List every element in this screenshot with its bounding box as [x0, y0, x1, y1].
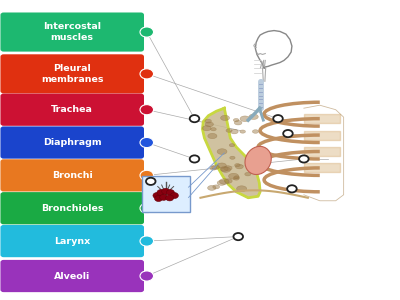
Circle shape	[140, 236, 154, 246]
Circle shape	[190, 155, 199, 163]
Text: Intercostal
muscles: Intercostal muscles	[43, 22, 101, 42]
Circle shape	[140, 27, 154, 37]
Ellipse shape	[217, 180, 226, 185]
Circle shape	[157, 190, 165, 196]
Circle shape	[283, 130, 293, 137]
Circle shape	[166, 190, 174, 196]
Circle shape	[140, 105, 154, 115]
Polygon shape	[202, 108, 260, 198]
Text: Larynx: Larynx	[54, 237, 90, 246]
FancyBboxPatch shape	[0, 192, 144, 224]
Ellipse shape	[208, 134, 217, 139]
FancyBboxPatch shape	[0, 94, 144, 126]
Circle shape	[162, 188, 170, 194]
Text: Alveoli: Alveoli	[54, 272, 90, 280]
Circle shape	[190, 115, 199, 122]
Ellipse shape	[230, 156, 235, 159]
Ellipse shape	[228, 173, 239, 179]
Ellipse shape	[240, 130, 246, 133]
Text: Diaphragm: Diaphragm	[43, 138, 102, 147]
FancyBboxPatch shape	[0, 13, 144, 52]
FancyBboxPatch shape	[142, 176, 190, 212]
Ellipse shape	[230, 129, 238, 134]
Ellipse shape	[213, 185, 220, 189]
Ellipse shape	[252, 130, 258, 133]
Ellipse shape	[235, 164, 240, 167]
Ellipse shape	[205, 122, 214, 127]
Ellipse shape	[220, 179, 229, 184]
FancyBboxPatch shape	[0, 225, 144, 257]
Circle shape	[166, 195, 174, 201]
Ellipse shape	[211, 128, 216, 131]
Ellipse shape	[202, 126, 211, 131]
Ellipse shape	[220, 167, 228, 171]
Ellipse shape	[240, 116, 250, 122]
Text: Bronchioles: Bronchioles	[41, 204, 104, 213]
Text: Bronchi: Bronchi	[52, 171, 92, 180]
Ellipse shape	[249, 114, 258, 119]
Ellipse shape	[224, 166, 232, 170]
Circle shape	[140, 170, 154, 181]
Ellipse shape	[234, 176, 239, 179]
Ellipse shape	[245, 172, 251, 176]
Circle shape	[140, 203, 154, 213]
Circle shape	[140, 69, 154, 79]
Circle shape	[287, 185, 297, 192]
Ellipse shape	[220, 115, 230, 121]
Circle shape	[154, 196, 162, 202]
Ellipse shape	[236, 164, 243, 169]
FancyBboxPatch shape	[0, 260, 144, 292]
Circle shape	[140, 271, 154, 281]
Circle shape	[234, 233, 243, 240]
FancyBboxPatch shape	[0, 54, 144, 93]
Text: Pleural
membranes: Pleural membranes	[41, 64, 104, 84]
Ellipse shape	[208, 185, 216, 190]
Ellipse shape	[236, 186, 247, 192]
Ellipse shape	[212, 165, 220, 169]
FancyBboxPatch shape	[0, 126, 144, 159]
Text: Trachea: Trachea	[51, 105, 93, 114]
Ellipse shape	[233, 177, 239, 180]
Ellipse shape	[224, 179, 232, 183]
Circle shape	[153, 193, 161, 199]
Ellipse shape	[221, 167, 230, 172]
Circle shape	[299, 155, 309, 163]
Circle shape	[140, 137, 154, 148]
Ellipse shape	[218, 163, 226, 168]
Ellipse shape	[210, 166, 217, 170]
Ellipse shape	[245, 146, 271, 175]
Circle shape	[160, 194, 168, 200]
Ellipse shape	[229, 144, 235, 147]
Ellipse shape	[217, 149, 227, 155]
Circle shape	[146, 178, 156, 185]
Ellipse shape	[226, 129, 232, 132]
Ellipse shape	[233, 118, 239, 122]
Circle shape	[170, 193, 178, 199]
Ellipse shape	[205, 119, 211, 123]
FancyBboxPatch shape	[0, 159, 144, 191]
Circle shape	[273, 115, 283, 122]
Ellipse shape	[234, 121, 242, 125]
